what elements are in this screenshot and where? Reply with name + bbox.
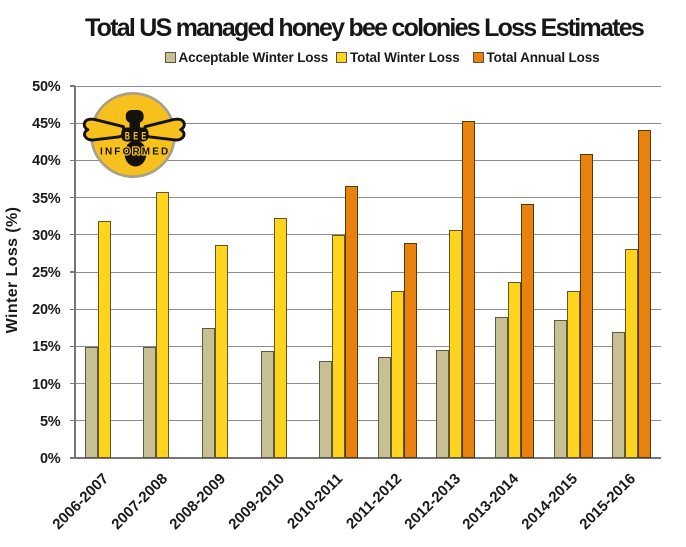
svg-text:BEE: BEE [125, 130, 150, 142]
svg-text:INFORMED: INFORMED [100, 146, 170, 157]
